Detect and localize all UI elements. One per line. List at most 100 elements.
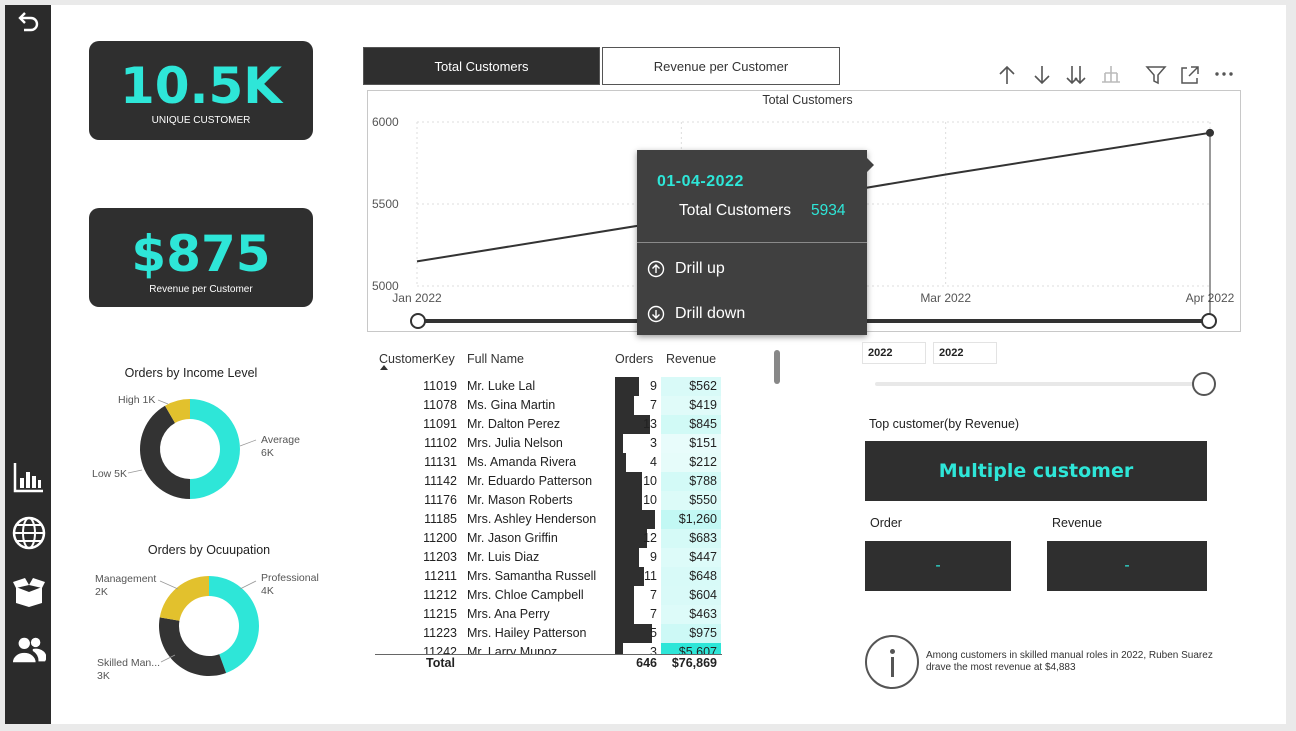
revenue-label: Revenue [1052, 516, 1103, 530]
orders-data-bar [615, 510, 655, 529]
revenue-cell: $975 [689, 626, 717, 640]
revenue-cell-background [661, 396, 721, 415]
customer-key-cell: 11203 [423, 550, 457, 564]
sort-ascending-icon[interactable] [380, 365, 388, 370]
unique-customer-card: 10.5K UNIQUE CUSTOMER [89, 41, 313, 140]
table-row[interactable]: 11142 Mr. Eduardo Patterson 10 $788 [375, 472, 722, 491]
full-name-cell: Mrs. Chloe Campbell [467, 588, 584, 602]
total-orders: 646 [636, 656, 657, 670]
table-row[interactable]: 11176 Mr. Mason Roberts 10 $550 [375, 491, 722, 510]
insight-text: Among customers in skilled manual roles … [926, 650, 1213, 673]
chart-tooltip: 01-04-2022 Total Customers 5934 Drill up… [637, 150, 874, 335]
table-row[interactable]: 11223 Mrs. Hailey Patterson 5 $975 [375, 624, 722, 643]
total-revenue: $76,869 [671, 656, 717, 670]
tab-total-customers[interactable]: Total Customers [363, 47, 600, 85]
orders-cell: 9 [650, 550, 657, 564]
table-row[interactable]: 11215 Mrs. Ana Perry 7 $463 [375, 605, 722, 624]
drill-down-menu-item[interactable]: Drill down [647, 305, 862, 327]
slicer-handle[interactable] [1192, 372, 1216, 396]
table-row[interactable]: 11200 Mr. Jason Griffin 12 $683 [375, 529, 722, 548]
orders-cell: 3 [650, 436, 657, 450]
globe-icon[interactable] [12, 516, 46, 550]
slicer-to-input[interactable]: 2022 [933, 342, 997, 364]
tooltip-pointer [867, 158, 874, 172]
table-row[interactable]: 11211 Mrs. Samantha Russell 11 $648 [375, 567, 722, 586]
unique-customer-label: UNIQUE CUSTOMER [151, 115, 251, 126]
users-icon[interactable] [12, 633, 46, 667]
table-row[interactable]: 11203 Mr. Luis Diaz 9 $447 [375, 548, 722, 567]
revenue-cell: $604 [689, 588, 717, 602]
info-icon[interactable] [865, 635, 919, 689]
orders-data-bar [615, 434, 623, 453]
revenue-cell: $683 [689, 531, 717, 545]
table-scrollbar[interactable] [774, 350, 780, 384]
full-name-cell: Ms. Amanda Rivera [467, 455, 577, 469]
orders-data-bar [615, 624, 652, 643]
orders-cell: 11 [644, 569, 657, 583]
orders-cell: 12 [643, 531, 657, 545]
orders-cell: 13 [643, 417, 657, 431]
table-row[interactable]: 11078 Ms. Gina Martin 7 $419 [375, 396, 722, 415]
revenue-cell-background [661, 624, 721, 643]
table-row[interactable]: 11091 Mr. Dalton Perez 13 $845 [375, 415, 722, 434]
customer-key-cell: 11131 [424, 455, 457, 469]
orders-data-bar [615, 377, 639, 396]
slicer-from-input[interactable]: 2022 [862, 342, 926, 364]
expand-hierarchy-icon[interactable] [1100, 64, 1122, 86]
filter-icon[interactable] [1145, 64, 1167, 86]
revenue-cell: $447 [689, 550, 717, 564]
revenue-cell-background [661, 586, 721, 605]
table-row[interactable]: 11102 Mrs. Julia Nelson 3 $151 [375, 434, 722, 453]
full-name-cell: Mr. Mason Roberts [467, 493, 573, 507]
bar-chart-icon[interactable] [12, 460, 46, 494]
orders-data-bar [615, 453, 626, 472]
box-icon[interactable] [12, 575, 46, 609]
more-options-icon[interactable] [1213, 64, 1235, 86]
customer-key-cell: 11142 [424, 474, 457, 488]
revenue-cell-background [661, 643, 721, 654]
orders-cell: 10 [643, 493, 657, 507]
header-revenue[interactable]: Revenue [666, 352, 717, 366]
customer-table: CustomerKey Full Name Orders Revenue 110… [375, 349, 735, 679]
orders-data-bar [615, 491, 642, 510]
table-row[interactable]: 11185 Mrs. Ashley Henderson $1,260 [375, 510, 722, 529]
orders-cell: 3 [650, 645, 657, 654]
tab-revenue-per-customer[interactable]: Revenue per Customer [602, 47, 840, 85]
orders-cell: 4 [650, 455, 657, 469]
orders-data-bar [615, 643, 623, 654]
orders-data-bar [615, 415, 650, 434]
drill-down-arrow-icon[interactable] [1031, 64, 1053, 86]
table-body[interactable]: 11019 Mr. Luke Lal 9 $562 11078 Ms. Gina Mart… [375, 377, 722, 654]
customer-key-cell: 11223 [423, 626, 457, 640]
full-name-cell: Mr. Larry Munoz [467, 645, 558, 654]
customer-key-cell: 11176 [424, 493, 457, 507]
drill-up-arrow-icon[interactable] [996, 64, 1018, 86]
table-row[interactable]: 11019 Mr. Luke Lal 9 $562 [375, 377, 722, 396]
slicer-track[interactable] [875, 382, 1205, 386]
orders-data-bar [615, 548, 639, 567]
revenue-cell-background [661, 529, 721, 548]
orders-data-bar [615, 529, 647, 548]
full-name-cell: Mrs. Hailey Patterson [467, 626, 587, 640]
table-row[interactable]: 11131 Ms. Amanda Rivera 4 $212 [375, 453, 722, 472]
revenue-cell: $463 [689, 607, 717, 621]
drill-up-menu-item[interactable]: Drill up [647, 260, 862, 282]
revenue-cell-background [661, 434, 721, 453]
back-icon[interactable] [12, 5, 46, 39]
full-name-cell: Mr. Luke Lal [467, 379, 536, 393]
focus-mode-icon[interactable] [1179, 64, 1201, 86]
drill-up-label: Drill up [675, 260, 725, 277]
table-row[interactable]: 11242 Mr. Larry Munoz 3 $5,607 [375, 643, 722, 654]
revenue-cell: $845 [689, 417, 717, 431]
table-row[interactable]: 11212 Mrs. Chloe Campbell 7 $604 [375, 586, 722, 605]
revenue-cell: $419 [689, 398, 717, 412]
orders-cell: 7 [650, 588, 657, 602]
header-orders[interactable]: Orders [615, 352, 654, 366]
revenue-cell-background [661, 605, 721, 624]
expand-all-icon[interactable] [1065, 64, 1087, 86]
header-customer-key[interactable]: CustomerKey [379, 352, 455, 366]
orders-cell: 7 [650, 398, 657, 412]
header-full-name[interactable]: Full Name [467, 352, 524, 366]
full-name-cell: Mr. Jason Griffin [467, 531, 558, 545]
